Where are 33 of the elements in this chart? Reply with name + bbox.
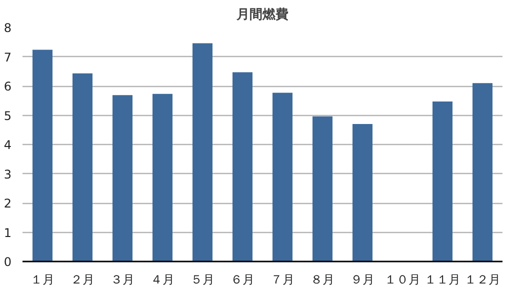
bar	[312, 116, 332, 262]
x-tick-label: ２月	[70, 272, 94, 286]
x-tick-label: ９月	[350, 272, 374, 286]
x-tick-label: ８月	[310, 272, 334, 286]
y-tick-label: 5	[4, 108, 12, 123]
y-tick-label: 4	[4, 138, 12, 152]
bar	[352, 124, 372, 262]
x-tick-label: ７月	[270, 272, 294, 286]
x-tick-label: １１月	[424, 272, 460, 286]
bar	[472, 83, 492, 262]
bar	[72, 73, 92, 262]
y-tick-label: 1	[4, 226, 12, 240]
bar	[32, 50, 52, 262]
chart-title: 月間燃費	[236, 8, 288, 22]
y-tick-label: 3	[4, 167, 12, 182]
x-tick-label: ４月	[150, 272, 174, 286]
bar	[272, 92, 292, 262]
bar	[112, 95, 132, 262]
y-tick-label: 0	[4, 255, 12, 269]
bar	[232, 72, 252, 262]
x-tick-label: ６月	[230, 272, 254, 286]
y-tick-label: 8	[4, 21, 12, 35]
y-tick-label: 7	[4, 50, 12, 64]
y-tick-label: 6	[4, 80, 12, 94]
bar	[152, 94, 172, 262]
x-tick-label: １月	[30, 272, 54, 286]
y-tick-label: 2	[4, 196, 12, 210]
x-tick-label: １２月	[464, 272, 500, 286]
bar	[432, 102, 452, 262]
bar	[192, 43, 212, 262]
x-tick-label: ３月	[110, 272, 134, 286]
x-tick-label: ５月	[190, 272, 214, 286]
x-tick-label: １０月	[384, 272, 420, 286]
